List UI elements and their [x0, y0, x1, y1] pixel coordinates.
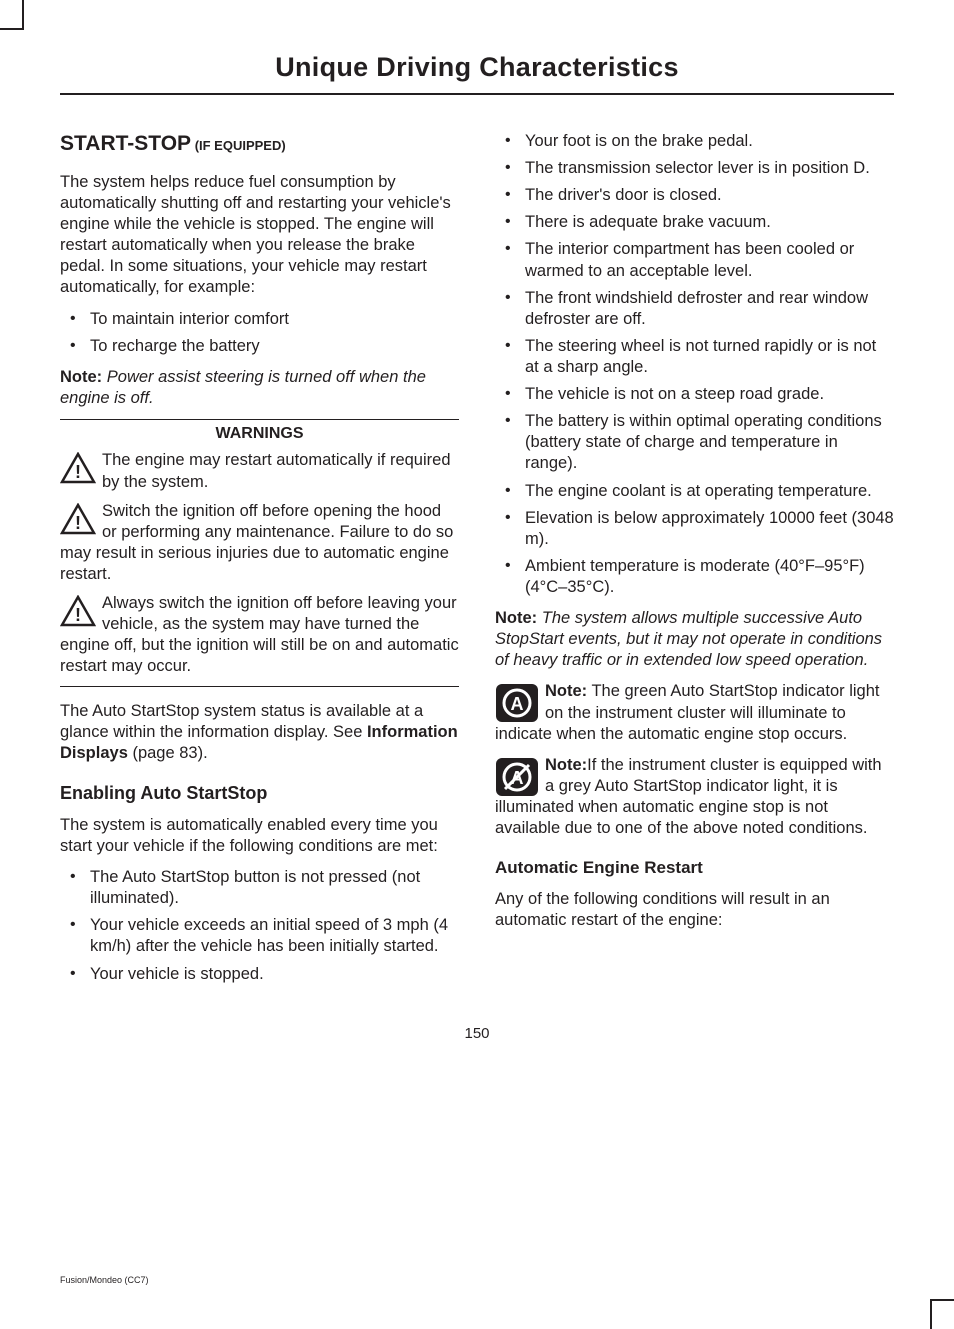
warning: ! Always switch the ignition off before …	[60, 593, 459, 677]
enabling-list: The Auto StartStop button is not pressed…	[60, 867, 459, 985]
warning-text: Always switch the ignition off before le…	[60, 594, 459, 675]
list-item: The interior compartment has been cooled…	[495, 239, 894, 281]
note-label: Note:	[545, 756, 587, 774]
title-rule	[60, 93, 894, 95]
note: Note: The system allows multiple success…	[495, 608, 894, 671]
warning-triangle-icon: !	[60, 595, 96, 627]
list-item: The front windshield defroster and rear …	[495, 288, 894, 330]
crop-mark	[930, 1299, 932, 1329]
startstop-grey-indicator-icon: A	[495, 757, 539, 797]
list-item: The driver's door is closed.	[495, 185, 894, 206]
crop-mark	[0, 28, 24, 30]
svg-text:A: A	[511, 694, 524, 714]
subsection-heading: Automatic Engine Restart	[495, 857, 894, 879]
text: (page 83).	[128, 744, 208, 762]
list-item: The Auto StartStop button is not pressed…	[60, 867, 459, 909]
warnings-rule	[60, 686, 459, 687]
list-item: The transmission selector lever is in po…	[495, 158, 894, 179]
heading-text: START-STOP	[60, 132, 191, 155]
list-item: Ambient temperature is moderate (40°F–95…	[495, 556, 894, 598]
warnings-heading: WARNINGS	[60, 419, 459, 444]
warning-text: Switch the ignition off before opening t…	[60, 502, 453, 583]
svg-text:!: !	[75, 605, 81, 625]
crop-mark	[22, 0, 24, 30]
svg-text:!: !	[75, 513, 81, 533]
startstop-indicator-icon: A	[495, 683, 539, 723]
list-item: Elevation is below approximately 10000 f…	[495, 508, 894, 550]
indicator-note: A Note: The green Auto StartStop indicat…	[495, 681, 894, 744]
list-item: Your vehicle exceeds an initial speed of…	[60, 915, 459, 957]
intro-para: The system helps reduce fuel consumption…	[60, 172, 459, 299]
list-item: The steering wheel is not turned rapidly…	[495, 336, 894, 378]
warning: ! Switch the ignition off before opening…	[60, 501, 459, 585]
conditions-list: Your foot is on the brake pedal. The tra…	[495, 131, 894, 598]
page-title: Unique Driving Characteristics	[60, 52, 894, 83]
footer-text: Fusion/Mondeo (CC7)	[60, 1275, 149, 1285]
page-number: 150	[60, 1025, 894, 1042]
subsection-heading: Enabling Auto StartStop	[60, 782, 459, 805]
section-heading: START-STOP (IF EQUIPPED)	[60, 131, 459, 158]
intro-list: To maintain interior comfort To recharge…	[60, 309, 459, 357]
warning-triangle-icon: !	[60, 452, 96, 484]
svg-text:!: !	[75, 462, 81, 482]
note-text: Power assist steering is turned off when…	[60, 368, 426, 407]
left-column: START-STOP (IF EQUIPPED) The system help…	[60, 131, 459, 995]
note-label: Note:	[545, 682, 587, 700]
list-item: The battery is within optimal operating …	[495, 411, 894, 474]
list-item: The engine coolant is at operating tempe…	[495, 481, 894, 502]
indicator-note: A Note:If the instrument cluster is equi…	[495, 755, 894, 839]
note-label: Note:	[60, 368, 102, 386]
list-item: The vehicle is not on a steep road grade…	[495, 384, 894, 405]
info-display-para: The Auto StartStop system status is avai…	[60, 701, 459, 764]
list-item: Your foot is on the brake pedal.	[495, 131, 894, 152]
crop-mark	[930, 1299, 954, 1301]
list-item: There is adequate brake vacuum.	[495, 212, 894, 233]
note-text: The system allows multiple successive Au…	[495, 609, 882, 669]
columns: START-STOP (IF EQUIPPED) The system help…	[60, 131, 894, 995]
enabling-para: The system is automatically enabled ever…	[60, 815, 459, 857]
warning-text: The engine may restart automatically if …	[102, 451, 451, 490]
note: Note: Power assist steering is turned of…	[60, 367, 459, 409]
right-column: Your foot is on the brake pedal. The tra…	[495, 131, 894, 995]
heading-qualifier: (IF EQUIPPED)	[191, 138, 286, 153]
warning: ! The engine may restart automatically i…	[60, 450, 459, 492]
note-label: Note:	[495, 609, 537, 627]
list-item: To maintain interior comfort	[60, 309, 459, 330]
restart-para: Any of the following conditions will res…	[495, 889, 894, 931]
warning-triangle-icon: !	[60, 503, 96, 535]
list-item: To recharge the battery	[60, 336, 459, 357]
list-item: Your vehicle is stopped.	[60, 964, 459, 985]
